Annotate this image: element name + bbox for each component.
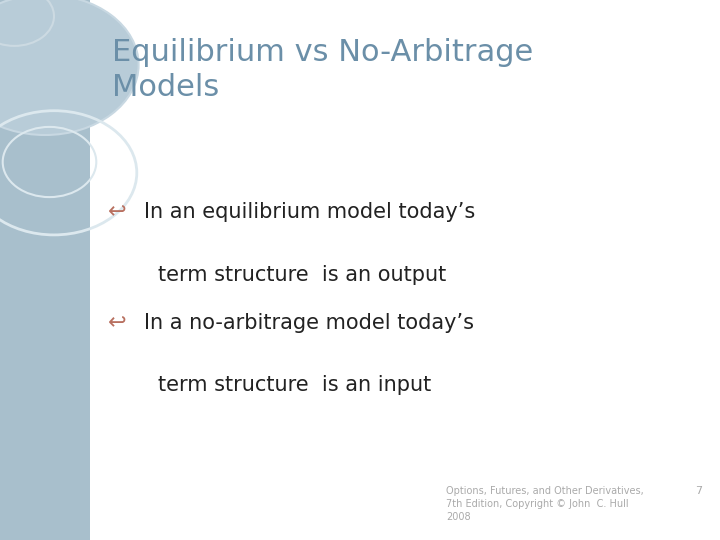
- Text: Options, Futures, and Other Derivatives,
7th Edition, Copyright © John  C. Hull
: Options, Futures, and Other Derivatives,…: [446, 486, 644, 522]
- Text: term structure  is an input: term structure is an input: [158, 375, 432, 395]
- Text: ↩: ↩: [108, 202, 127, 222]
- Bar: [0, 0, 90, 540]
- Text: ↩: ↩: [108, 313, 127, 333]
- Text: Equilibrium vs No-Arbitrage
Models: Equilibrium vs No-Arbitrage Models: [112, 38, 533, 102]
- Text: 7: 7: [695, 486, 702, 496]
- Text: term structure  is an output: term structure is an output: [158, 265, 446, 285]
- Text: In an equilibrium model today’s: In an equilibrium model today’s: [144, 202, 475, 222]
- Text: In a no-arbitrage model today’s: In a no-arbitrage model today’s: [144, 313, 474, 333]
- Circle shape: [0, 0, 139, 135]
